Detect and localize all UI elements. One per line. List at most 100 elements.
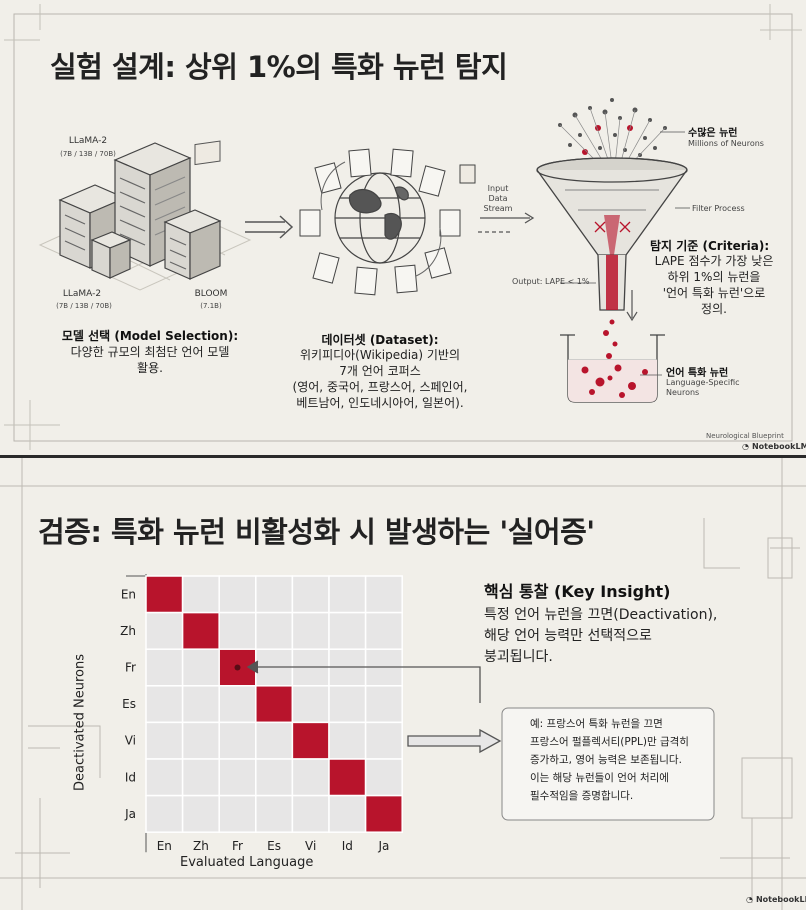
y-tick-label: Es (122, 697, 136, 711)
insight-line1: 특정 언어 뉴런을 끄면(Deactivation), (484, 607, 718, 623)
y-tick-label: Zh (120, 624, 136, 638)
example-line3: 증가하고, 영어 능력은 보존됩니다. (530, 754, 682, 766)
fr-marker-icon (234, 664, 241, 671)
llama-bottom-label: LLaMA-2 (62, 289, 102, 299)
slide-experiment-design: 실험 설계: 상위 1%의 특화 뉴런 탐지 LLaMA-2 (7B / 13B… (0, 0, 806, 455)
monitor-icon (194, 140, 221, 166)
heatmap-cell (145, 648, 184, 687)
example-line2: 프랑스어 펄플렉서티(PPL)만 급격히 (530, 736, 689, 748)
heatmap-cell (218, 758, 257, 797)
llama-top-label: LLaMA-2 (68, 136, 108, 146)
callout-box (501, 707, 715, 821)
model-selection-line1: 다양한 규모의 최첨단 언어 모델 (70, 345, 230, 359)
heatmap-cell (328, 794, 367, 833)
heatmap-cell (181, 685, 220, 724)
small-server-icon (90, 231, 132, 279)
slide-validation: En Zh Fr Es Vi Id Ja En Zh Fr Es Vi Id Ja 검증: 특화 뉴런 비… (0, 458, 806, 910)
input-label-2: Data (488, 194, 508, 203)
neuron-cloud-icon (558, 98, 667, 157)
heatmap-cell (255, 611, 294, 650)
insight-line2: 해당 언어 능력만 선택적으로 (484, 628, 652, 644)
bloom-server-icon (163, 209, 222, 280)
example-line5: 필수적임을 증명합니다. (530, 790, 634, 802)
heatmap-cell (255, 575, 294, 614)
pointer-arrow-icon (246, 660, 481, 703)
cycle-arrows-icon (320, 161, 442, 277)
x-tick-label: Id (342, 839, 353, 853)
heatmap-cell (291, 758, 330, 797)
heatmap-cell-highlight (255, 685, 294, 724)
y-tick-label: En (121, 587, 136, 601)
heatmap-cell-highlight (291, 721, 330, 760)
heatmap-cell-highlight (328, 758, 367, 797)
heatmap-cell (364, 611, 403, 650)
x-tick-label: Ja (377, 839, 389, 853)
heatmap-cell (181, 648, 220, 687)
criteria-line2: 하위 1%의 뉴런을 (667, 270, 761, 284)
heatmap-cell (145, 721, 184, 760)
heatmap-chart: En Zh Fr Es Vi Id Ja En Zh Fr Es Vi Id Ja (120, 574, 403, 853)
falling-drops-icon (603, 319, 618, 359)
heatmap-cell (145, 794, 184, 833)
heatmap-cell (364, 721, 403, 760)
model-selection-heading: 모델 선택 (Model Selection): (61, 329, 239, 343)
slide1-illustration (4, 4, 802, 450)
notebooklm-logo-icon: ◔ (742, 442, 749, 451)
heatmap-cell (364, 758, 403, 797)
x-axis-label: Evaluated Language (180, 855, 314, 870)
specific-neurons-icon (581, 364, 648, 398)
heatmap-cell (181, 794, 220, 833)
example-line1: 예: 프랑스어 특화 뉴런을 끄면 (530, 718, 663, 730)
heatmap-cell-highlight (181, 611, 220, 650)
dataset-line2: 7개 언어 코퍼스 (339, 364, 421, 378)
down-arrow-icon (626, 290, 638, 322)
heatmap-cell-highlight (145, 575, 184, 614)
specific-neurons-heading: 언어 특화 뉴런 (666, 368, 729, 379)
heatmap-cell (181, 721, 220, 760)
y-tick-label: Vi (125, 734, 136, 748)
brand-mark: ◔ NotebookLM (742, 442, 806, 451)
bloom-label: BLOOM (194, 289, 228, 299)
y-tick-label: Ja (124, 807, 136, 821)
label-lines (560, 131, 690, 376)
criteria-line3: '언어 특화 뉴런'으로 (662, 286, 766, 300)
llama-top-sizes: (7B / 13B / 70B) (60, 150, 116, 158)
page-title-2: 검증: 특화 뉴런 비활성화 시 발생하는 '실어증' (38, 515, 595, 549)
insight-line3: 붕괴됩니다. (484, 649, 553, 665)
bloom-size: (7.1B) (200, 302, 222, 310)
criteria-line1: LAPE 점수가 가장 낮은 (654, 254, 774, 268)
x-tick-label: En (157, 839, 172, 853)
neuron-lines-icon (559, 107, 666, 166)
heatmap-cell (145, 685, 184, 724)
heatmap-cell (291, 611, 330, 650)
insight-heading: 핵심 통찰 (Key Insight) (484, 582, 671, 601)
heatmap-cell (328, 721, 367, 760)
specific-neurons-sub2: Neurons (666, 388, 700, 397)
filter-process-label: Filter Process (692, 204, 745, 213)
document-icons (299, 148, 476, 296)
slide2-illustration: En Zh Fr Es Vi Id Ja En Zh Fr Es Vi Id Ja (0, 458, 806, 910)
stream-arrow-icon (478, 212, 535, 233)
x-tick-label: Zh (193, 839, 209, 853)
callout-arrow-icon (407, 728, 502, 754)
beaker-icon (560, 334, 665, 403)
heatmap-cell (255, 721, 294, 760)
criteria-line4: 정의. (701, 302, 727, 316)
input-label-3: Stream (483, 204, 513, 213)
heatmap-cell (255, 794, 294, 833)
heatmap-cell (218, 721, 257, 760)
heatmap-cell (291, 575, 330, 614)
heatmap-cell (328, 575, 367, 614)
x-tick-label: Vi (305, 839, 316, 853)
heatmap-cell (291, 794, 330, 833)
heatmap-cell (328, 611, 367, 650)
heatmap-cell (145, 758, 184, 797)
example-line4: 이는 해당 뉴런들이 언어 처리에 (530, 772, 669, 784)
input-label-1: Input (487, 184, 509, 193)
heatmap-cell-highlight (364, 794, 403, 833)
funnel-icon (536, 157, 688, 311)
brand-label: NotebookLM (751, 442, 806, 451)
y-tick-label: Id (125, 770, 136, 784)
dataset-line1: 위키피디아(Wikipedia) 기반의 (299, 348, 461, 362)
neurons-sub: Millions of Neurons (688, 139, 764, 148)
